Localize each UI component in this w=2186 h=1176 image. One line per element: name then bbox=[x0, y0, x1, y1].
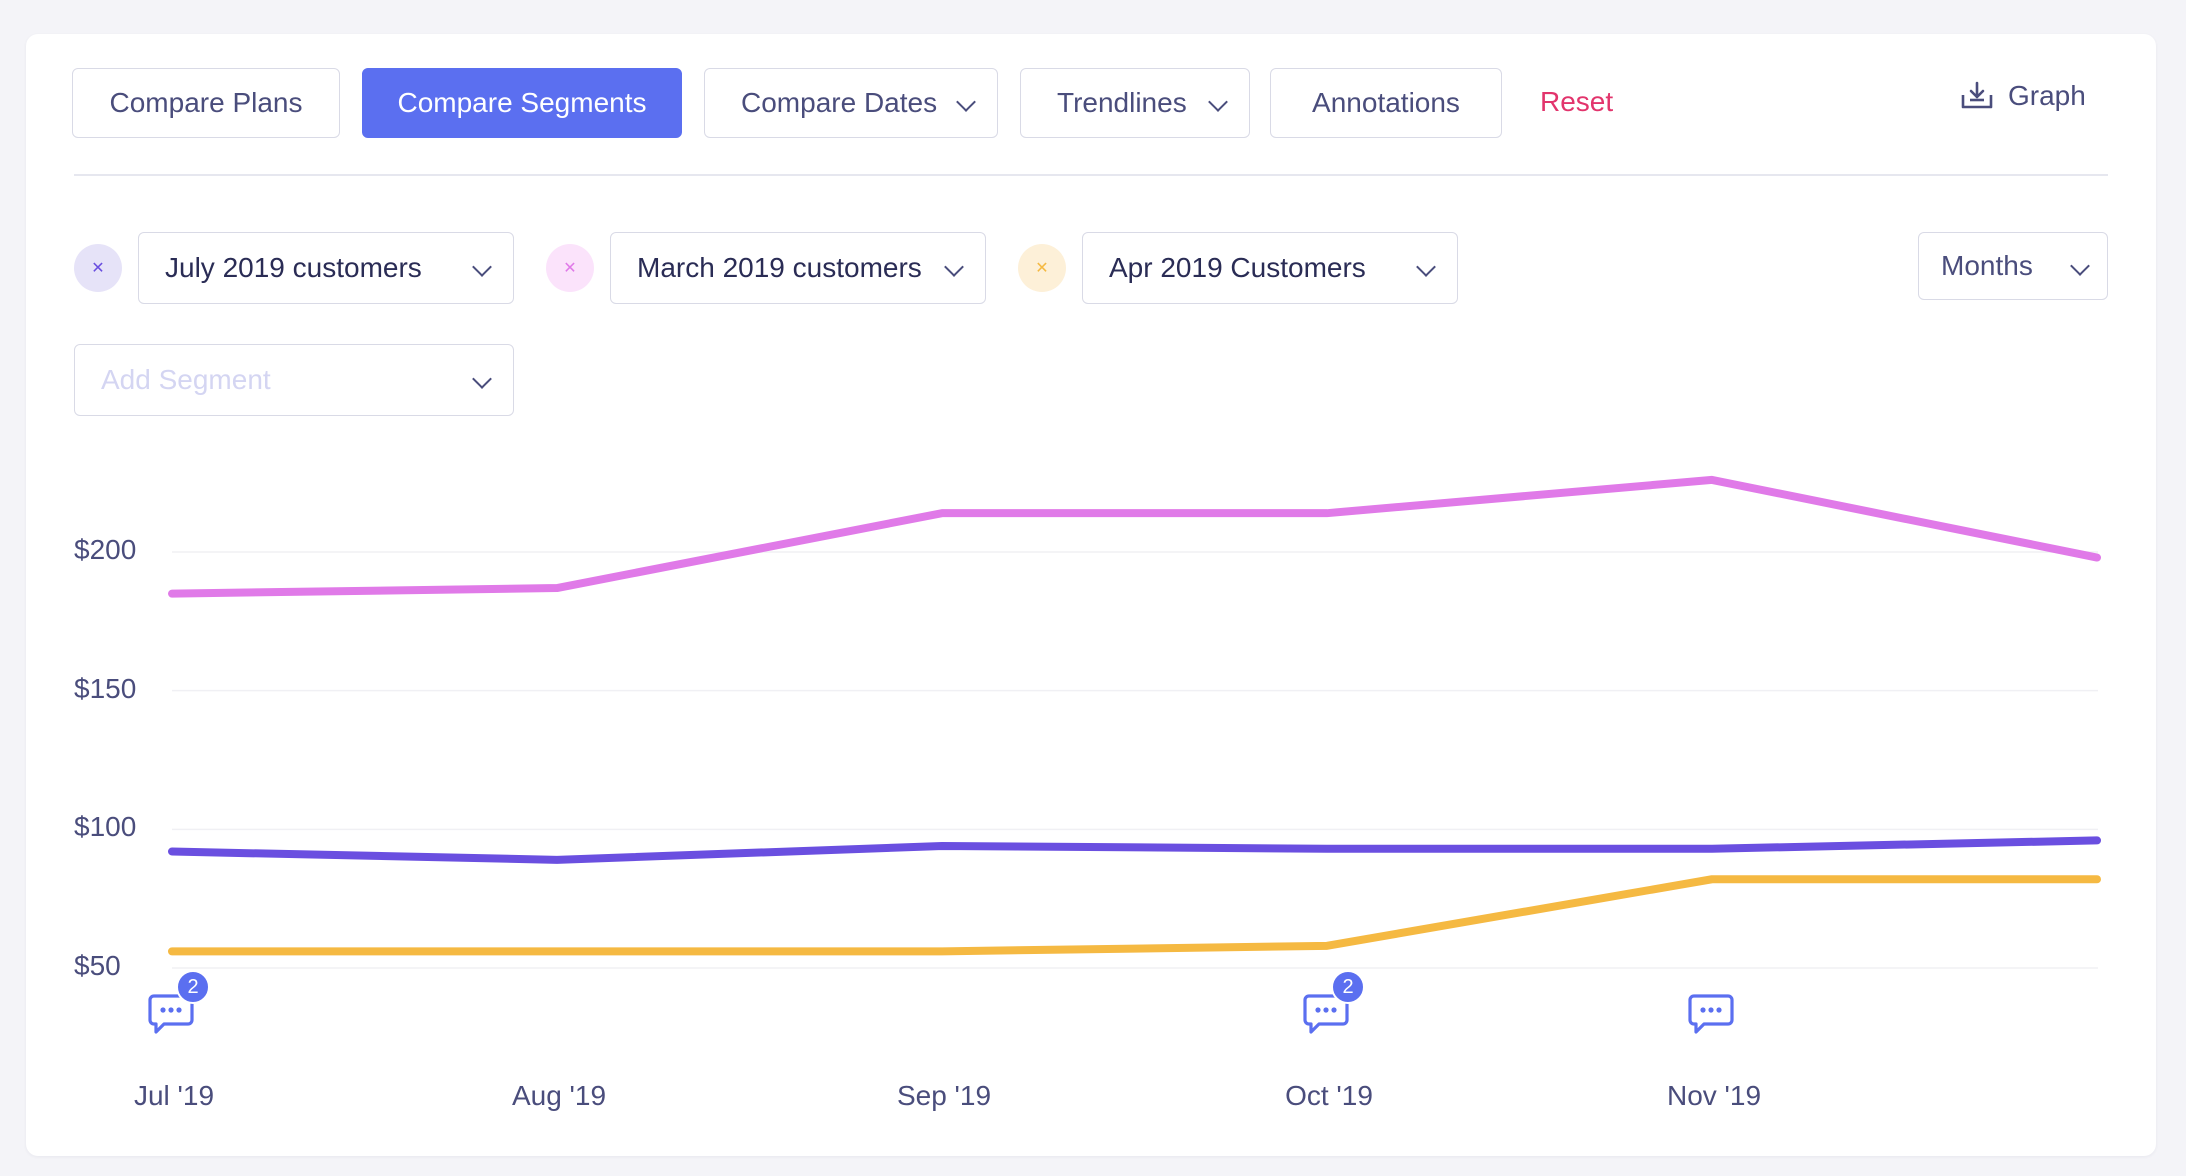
series-line-1[interactable] bbox=[168, 836, 2101, 864]
series-line-0[interactable] bbox=[168, 475, 2101, 598]
segment-select-july[interactable]: July 2019 customers bbox=[138, 232, 514, 304]
compare-plans-label: Compare Plans bbox=[109, 87, 303, 118]
add-segment-placeholder: Add Segment bbox=[101, 364, 271, 395]
period-select[interactable]: Months bbox=[1918, 232, 2108, 300]
x-tick-label: Oct '19 bbox=[1285, 1080, 1373, 1111]
close-icon: ✕ bbox=[91, 260, 105, 277]
trendlines-label: Trendlines bbox=[1057, 87, 1187, 118]
annotation-marker[interactable]: 2 bbox=[1301, 970, 1365, 1040]
comment-icon bbox=[1688, 994, 1734, 1034]
segment-label: Apr 2019 Customers bbox=[1109, 252, 1366, 283]
comment-icon bbox=[1303, 994, 1349, 1034]
trendlines-dropdown[interactable]: Trendlines bbox=[1020, 68, 1250, 138]
reset-link[interactable]: Reset bbox=[1540, 86, 1614, 117]
graph-label: Graph bbox=[2008, 80, 2086, 111]
close-icon: ✕ bbox=[563, 260, 577, 277]
report-card bbox=[26, 34, 2156, 1156]
compare-dates-label: Compare Dates bbox=[741, 87, 938, 118]
y-tick-label: $200 bbox=[74, 534, 137, 565]
series-line-2[interactable] bbox=[168, 875, 2101, 956]
remove-segment-april-button[interactable]: ✕ bbox=[1018, 244, 1066, 292]
compare-dates-dropdown[interactable]: Compare Dates bbox=[704, 68, 998, 138]
download-graph-button[interactable]: Graph bbox=[1960, 80, 2086, 112]
annotation-marker[interactable] bbox=[1686, 988, 1738, 1040]
annotation-marker[interactable]: 2 bbox=[146, 970, 210, 1040]
add-segment-select[interactable]: Add Segment bbox=[74, 344, 514, 416]
annotation-count-badge: 2 bbox=[176, 970, 210, 1004]
annotations-button[interactable]: Annotations bbox=[1270, 68, 1502, 138]
segment-select-april[interactable]: Apr 2019 Customers bbox=[1082, 232, 1458, 304]
x-tick-label: Nov '19 bbox=[1666, 1080, 1762, 1111]
compare-plans-button[interactable]: Compare Plans bbox=[72, 68, 340, 138]
y-tick-label: $150 bbox=[74, 672, 137, 704]
x-tick-label: Aug '19 bbox=[511, 1080, 607, 1111]
compare-segments-button[interactable]: Compare Segments bbox=[362, 68, 682, 138]
segment-label: March 2019 customers bbox=[637, 252, 922, 283]
segment-label: July 2019 customers bbox=[165, 252, 422, 283]
remove-segment-march-button[interactable]: ✕ bbox=[546, 244, 594, 292]
segment-select-march[interactable]: March 2019 customers bbox=[610, 232, 986, 304]
annotation-count-badge: 2 bbox=[1331, 970, 1365, 1004]
close-icon: ✕ bbox=[1035, 260, 1049, 277]
compare-segments-label: Compare Segments bbox=[397, 87, 647, 118]
x-tick-label: Jul '19 bbox=[133, 1080, 215, 1111]
y-tick-label: $100 bbox=[74, 811, 137, 843]
toolbar-divider bbox=[74, 174, 2108, 176]
annotations-label: Annotations bbox=[1312, 87, 1460, 118]
download-icon bbox=[1961, 81, 1993, 109]
period-value: Months bbox=[1941, 250, 2033, 281]
y-tick-label: $50 bbox=[74, 950, 121, 981]
remove-segment-july-button[interactable]: ✕ bbox=[74, 244, 122, 292]
x-tick-label: Sep '19 bbox=[896, 1080, 992, 1111]
